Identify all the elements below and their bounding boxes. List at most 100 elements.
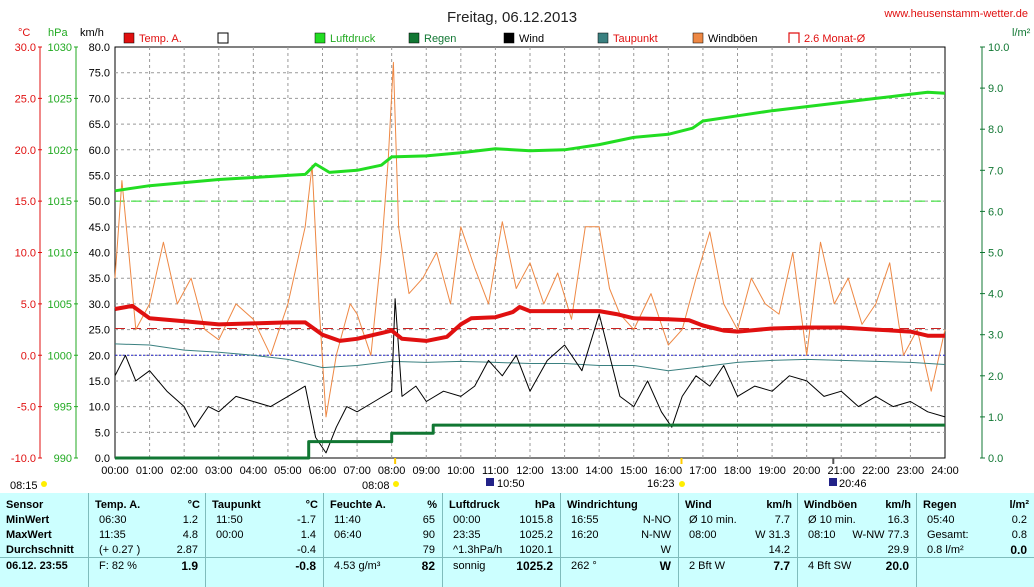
speed-tick-label: 65.0 [89, 119, 110, 131]
cell-detail: 4 Bft SW [808, 560, 852, 572]
speed-tick-label: 55.0 [89, 170, 110, 182]
legend-swatch [314, 32, 326, 44]
unit-temp: °C [18, 27, 30, 39]
rain-tick-label: 4.0 [988, 289, 1003, 301]
legend-swatch [408, 32, 420, 44]
pressure-tick-label: 995 [54, 402, 72, 414]
sunrise-label: 08:15 [10, 480, 38, 492]
col-header: Temp. A. [95, 499, 141, 511]
unit-pressure: hPa [48, 27, 68, 39]
pressure-tick-label: 1010 [48, 248, 72, 260]
cell-detail: 23:35 [453, 529, 481, 541]
speed-tick-label: 60.0 [89, 145, 110, 157]
cell-value: 2.87 [176, 544, 198, 556]
cell-detail: Ø 10 min. [689, 514, 737, 526]
table-col-luftdruck: Luftdruck hPa 00:00 1015.8 23:35 1025.2 ^1.3hP… [442, 493, 561, 587]
x-tick-label: 03:00 [205, 465, 233, 477]
cell-detail: 16:55 [571, 514, 599, 526]
legend-swatch [503, 32, 515, 44]
cell-value: 65 [422, 514, 435, 526]
pressure-tick-label: 1005 [48, 299, 72, 311]
cell-value: 1025.2 [519, 529, 553, 541]
cell-detail: 11:35 [99, 529, 126, 541]
table-separator [0, 557, 1034, 558]
x-tick-label: 23:00 [897, 465, 925, 477]
pressure-tick-label: 1015 [48, 196, 72, 208]
grid [115, 47, 945, 458]
cell-value: 1.2 [182, 514, 198, 526]
cell-value: W [660, 544, 671, 556]
x-tick-label: 06:00 [309, 465, 337, 477]
cell-value: W 31.3 [755, 529, 790, 541]
series-wind [114, 298, 946, 454]
cell-value: -0.8 [295, 559, 316, 573]
row-label: MinWert [6, 514, 50, 526]
temp-tick-label: -5.0 [17, 402, 36, 414]
speed-tick-label: 70.0 [89, 93, 110, 105]
cell-detail: 0.8 l/m² [927, 544, 964, 556]
cell-detail: 11:40 [334, 514, 361, 526]
cell-value: 1015.8 [519, 514, 553, 526]
col-header: Windrichtung [567, 499, 638, 511]
legend-label: Windböen [708, 33, 758, 45]
cell-value: W [659, 559, 671, 573]
stats-table: Sensor MinWert MaxWert Durchschnitt 06.12. 2… [0, 493, 1034, 587]
speed-tick-label: 45.0 [89, 222, 110, 234]
x-tick-label: 13:00 [551, 465, 579, 477]
x-tick-label: 24:00 [931, 465, 959, 477]
x-tick-label: 14:00 [585, 465, 613, 477]
cell-value: 0.0 [1010, 543, 1027, 557]
legend-label: Taupunkt [613, 33, 658, 45]
temp-tick-label: 30.0 [15, 42, 36, 54]
pressure-tick-label: 990 [54, 453, 72, 465]
x-tick-label: 08:00 [378, 465, 406, 477]
speed-tick-label: 80.0 [89, 42, 110, 54]
series-luftdruck [114, 90, 946, 193]
cell-detail: 08:00 [689, 529, 717, 541]
x-tick-label: 16:00 [655, 465, 683, 477]
cell-detail: 05:40 [927, 514, 955, 526]
cell-value: 29.9 [887, 544, 909, 556]
speed-tick-label: 20.0 [89, 350, 110, 362]
temp-tick-label: 20.0 [15, 145, 36, 157]
x-tick-label: 02:00 [170, 465, 198, 477]
x-tick-label: 22:00 [862, 465, 890, 477]
x-tick-label: 05:00 [274, 465, 302, 477]
cell-value: 4.8 [182, 529, 198, 541]
cell-detail: 16:20 [571, 529, 599, 541]
cell-value: 7.7 [773, 559, 790, 573]
x-tick-label: 20:00 [793, 465, 821, 477]
x-tick-label: 12:00 [516, 465, 544, 477]
cell-detail: 00:00 [216, 529, 244, 541]
rain-tick-label: 8.0 [988, 124, 1003, 136]
table-col-sensor: Sensor MinWert MaxWert Durchschnitt 06.12. 2… [0, 493, 88, 587]
col-header: Feuchte A. [330, 499, 386, 511]
col-unit: % [427, 499, 437, 511]
pressure-tick-label: 1000 [48, 350, 72, 362]
cell-value: -1.7 [297, 514, 316, 526]
table-col-temp: Temp. A. °C 06:30 1.2 11:35 4.8 (+ 0.27 ) 2.87 F… [88, 493, 206, 587]
cell-value: 0.8 [1011, 529, 1027, 541]
row-label: Durchschnitt [6, 544, 74, 556]
cell-value: W-NW 77.3 [852, 529, 909, 541]
series-windb-en [114, 61, 946, 418]
cell-value: 1.9 [181, 559, 198, 573]
sunset-label: 16:23 [647, 478, 675, 490]
pressure-min-icon [829, 478, 837, 486]
x-tick-label: 10:00 [447, 465, 475, 477]
temp-tick-label: 25.0 [15, 93, 36, 105]
website-link[interactable]: www.heusenstamm-wetter.de [883, 8, 1028, 20]
legend-swatch [788, 32, 800, 43]
temp-tick-label: 10.0 [15, 248, 36, 260]
cell-value: 90 [422, 529, 435, 541]
speed-tick-label: 50.0 [89, 196, 110, 208]
series-regen [115, 423, 945, 460]
rain-tick-label: 1.0 [988, 412, 1003, 424]
row-label: 06.12. 23:55 [6, 560, 68, 572]
x-tick-label: 18:00 [724, 465, 752, 477]
sun-icon [393, 481, 399, 487]
series-group [114, 61, 946, 460]
cell-value: N-NW [641, 529, 671, 541]
x-tick-label: 07:00 [343, 465, 371, 477]
table-col-windboeen: Windböen km/h Ø 10 min. 16.3 08:10 W-NW 77.3 2… [797, 493, 917, 587]
